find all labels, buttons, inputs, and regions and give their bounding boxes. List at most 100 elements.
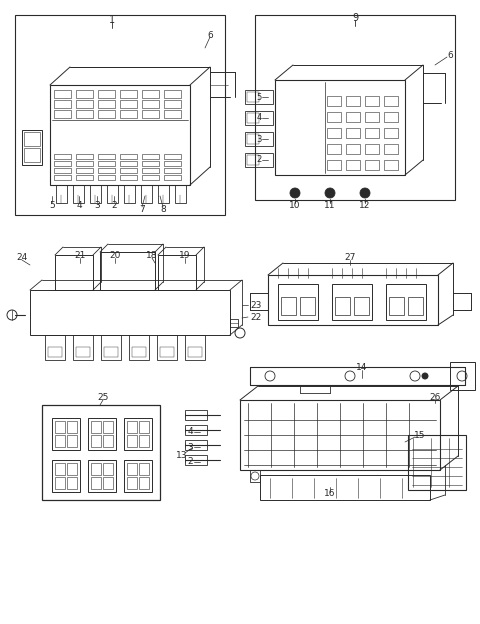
Text: 5: 5 xyxy=(256,92,262,102)
Bar xyxy=(346,128,360,138)
Bar xyxy=(15,15,225,215)
Text: 9: 9 xyxy=(352,13,358,23)
Bar xyxy=(120,161,137,166)
Bar xyxy=(54,168,71,173)
Bar xyxy=(245,132,273,146)
Bar xyxy=(98,175,115,180)
Bar xyxy=(120,100,137,108)
Bar xyxy=(142,168,159,173)
Text: 19: 19 xyxy=(179,251,191,260)
Text: 6: 6 xyxy=(447,51,453,59)
Bar xyxy=(386,284,426,320)
Text: 7: 7 xyxy=(139,205,145,215)
Bar xyxy=(365,128,379,138)
Bar xyxy=(127,477,137,489)
Text: 26: 26 xyxy=(429,392,441,401)
Bar xyxy=(76,110,93,118)
Bar xyxy=(142,161,159,166)
Bar xyxy=(101,335,121,360)
Bar xyxy=(185,425,207,435)
Bar xyxy=(88,460,116,492)
Bar xyxy=(120,90,137,98)
Bar xyxy=(132,347,146,357)
Bar xyxy=(327,96,341,106)
Bar xyxy=(245,90,273,104)
Text: 22: 22 xyxy=(250,313,261,321)
Bar xyxy=(76,347,90,357)
Bar xyxy=(76,154,93,159)
Bar xyxy=(107,185,118,203)
Bar xyxy=(164,110,181,118)
Bar xyxy=(327,112,341,122)
Text: 5: 5 xyxy=(49,200,55,210)
Bar xyxy=(54,154,71,159)
Bar xyxy=(127,435,137,447)
Bar xyxy=(104,347,118,357)
Bar xyxy=(365,144,379,154)
Bar xyxy=(52,418,80,450)
Bar xyxy=(50,85,190,185)
Bar xyxy=(98,100,115,108)
Bar xyxy=(158,255,196,290)
Bar xyxy=(91,477,101,489)
Bar xyxy=(127,463,137,475)
Bar xyxy=(73,185,84,203)
Bar xyxy=(245,111,273,125)
Bar xyxy=(76,175,93,180)
Bar xyxy=(52,460,80,492)
Bar xyxy=(250,470,260,482)
Bar xyxy=(157,335,177,360)
Bar xyxy=(139,421,149,433)
Bar xyxy=(384,96,398,106)
Bar xyxy=(281,297,296,315)
Bar xyxy=(365,112,379,122)
Circle shape xyxy=(360,188,370,198)
Bar xyxy=(98,161,115,166)
Bar xyxy=(408,297,423,315)
Bar xyxy=(76,90,93,98)
Bar xyxy=(327,160,341,170)
Bar xyxy=(332,284,372,320)
Text: 4: 4 xyxy=(187,427,193,437)
Text: 15: 15 xyxy=(414,431,426,439)
Bar xyxy=(408,435,466,490)
Bar xyxy=(346,112,360,122)
Text: 25: 25 xyxy=(97,394,108,402)
Text: 21: 21 xyxy=(74,251,86,260)
Bar xyxy=(124,460,152,492)
Bar xyxy=(247,92,259,102)
Text: 16: 16 xyxy=(324,489,336,499)
Bar xyxy=(139,435,149,447)
Bar xyxy=(76,168,93,173)
Bar xyxy=(55,477,65,489)
Bar xyxy=(54,100,71,108)
Bar xyxy=(346,160,360,170)
Bar xyxy=(384,160,398,170)
Bar xyxy=(384,112,398,122)
Bar xyxy=(120,175,137,180)
Bar xyxy=(164,90,181,98)
Bar xyxy=(54,110,71,118)
Bar xyxy=(260,475,430,500)
Bar xyxy=(73,335,93,360)
Bar xyxy=(164,168,181,173)
Circle shape xyxy=(325,188,335,198)
Bar xyxy=(240,400,440,470)
Bar xyxy=(54,161,71,166)
Bar xyxy=(48,347,62,357)
Bar xyxy=(55,463,65,475)
Bar xyxy=(76,161,93,166)
Bar xyxy=(354,297,369,315)
Bar xyxy=(142,90,159,98)
Bar xyxy=(327,144,341,154)
Bar xyxy=(365,96,379,106)
Bar xyxy=(268,275,438,325)
Bar xyxy=(22,130,42,165)
Text: 2: 2 xyxy=(111,200,117,210)
Bar xyxy=(103,421,113,433)
Bar xyxy=(90,185,101,203)
Bar xyxy=(98,168,115,173)
Bar xyxy=(98,110,115,118)
Bar xyxy=(139,477,149,489)
Bar xyxy=(164,154,181,159)
